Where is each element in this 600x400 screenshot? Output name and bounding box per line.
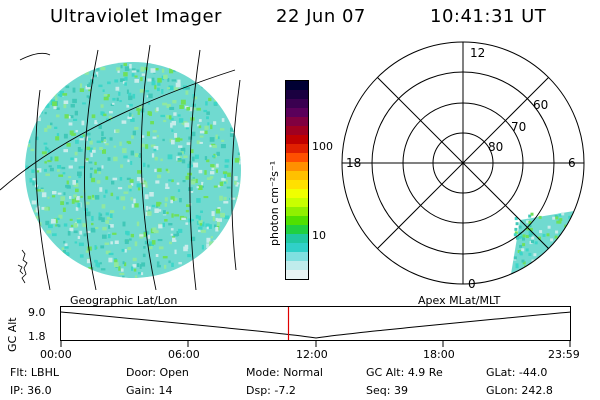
- status-flt: Flt: LBHL: [10, 366, 59, 379]
- colorbar-band: [286, 108, 308, 117]
- colorbar-band: [286, 216, 308, 225]
- status-gain-value: 14: [158, 384, 173, 397]
- colorbar-band: [286, 261, 308, 270]
- lat-label-70: 70: [511, 120, 526, 134]
- colorbar-band: [286, 162, 308, 171]
- colorbar-band: [286, 180, 308, 189]
- status-mode: Mode: Normal: [246, 366, 323, 379]
- colorbar-band: [286, 153, 308, 162]
- mlt-label-18: 18: [346, 156, 361, 170]
- colorbar-band: [286, 252, 308, 261]
- status-ip-value: 36.0: [27, 384, 52, 397]
- status-door: Door: Open: [126, 366, 189, 379]
- colorbar-tick-10: 10: [312, 229, 326, 242]
- colorbar-band: [286, 225, 308, 234]
- status-door-value: Open: [159, 366, 189, 379]
- altitude-plot-frame: [60, 306, 571, 341]
- altitude-ylabel: GC Alt: [6, 317, 19, 352]
- date-label: 22 Jun 07: [276, 6, 366, 27]
- xtick-0600: 06:00: [168, 348, 200, 361]
- lat-label-60: 60: [533, 98, 548, 112]
- altitude-plot: [60, 306, 572, 347]
- colorbar-band: [286, 144, 308, 153]
- altitude-curve: [60, 311, 572, 339]
- colorbar-band: [286, 189, 308, 198]
- geographic-image: [0, 44, 241, 290]
- colorbar-band: [286, 90, 308, 99]
- colorbar-band: [286, 207, 308, 216]
- left-image-caption: Geographic Lat/Lon: [70, 294, 178, 307]
- colorbar-band: [286, 135, 308, 144]
- colorbar-band: [286, 81, 308, 90]
- altitude-ytick-bottom: 1.8: [28, 330, 46, 343]
- mlt-label-6: 6: [568, 156, 576, 170]
- status-glat: GLat: -44.0: [486, 366, 548, 379]
- colorbar-band: [286, 270, 308, 279]
- geo-grid-lines: [0, 44, 241, 290]
- status-flt-value: LBHL: [30, 366, 59, 379]
- colorbar-tick-100: 100: [312, 140, 333, 153]
- mlt-label-0: 0: [468, 277, 476, 291]
- status-glon: GLon: 242.8: [486, 384, 553, 397]
- polar-grid: [341, 41, 585, 285]
- xtick-0000: 00:00: [40, 348, 72, 361]
- colorbar-band: [286, 198, 308, 207]
- colorbar-unit-label: photon cm⁻²s⁻¹: [268, 160, 281, 246]
- colorbar-band: [286, 171, 308, 180]
- lat-label-80: 80: [488, 140, 503, 154]
- status-gain: Gain: 14: [126, 384, 173, 397]
- status-seq-value: 39: [393, 384, 408, 397]
- altitude-ytick-top: 9.0: [28, 306, 46, 319]
- status-dsp-value: -7.2: [274, 384, 296, 397]
- mlt-label-12: 12: [470, 46, 485, 60]
- altitude-xticks: [60, 340, 571, 347]
- xtick-1800: 18:00: [423, 348, 455, 361]
- status-gc-alt-value: 4.9 Re: [407, 366, 443, 379]
- colorbar-band: [286, 234, 308, 243]
- status-glon-value: 242.8: [521, 384, 553, 397]
- xtick-1200: 12:00: [296, 348, 328, 361]
- status-mode-value: Normal: [283, 366, 323, 379]
- polar-plot: 12 18 6 0 60 70 80: [341, 41, 585, 291]
- colorbar: [285, 80, 309, 280]
- app-title: Ultraviolet Imager: [50, 6, 222, 27]
- status-gc-alt: GC Alt: 4.9 Re: [366, 366, 443, 379]
- time-label: 10:41:31 UT: [430, 6, 547, 27]
- status-glat-value: -44.0: [518, 366, 548, 379]
- colorbar-band: [286, 99, 308, 108]
- status-ip: IP: 36.0: [10, 384, 52, 397]
- status-seq: Seq: 39: [366, 384, 408, 397]
- colorbar-band: [286, 243, 308, 252]
- status-dsp: Dsp: -7.2: [246, 384, 296, 397]
- right-image-caption: Apex MLat/MLT: [418, 294, 501, 307]
- colorbar-band: [286, 126, 308, 135]
- coastline: [17, 249, 28, 284]
- xtick-2359: 23:59: [548, 348, 580, 361]
- colorbar-band: [286, 117, 308, 126]
